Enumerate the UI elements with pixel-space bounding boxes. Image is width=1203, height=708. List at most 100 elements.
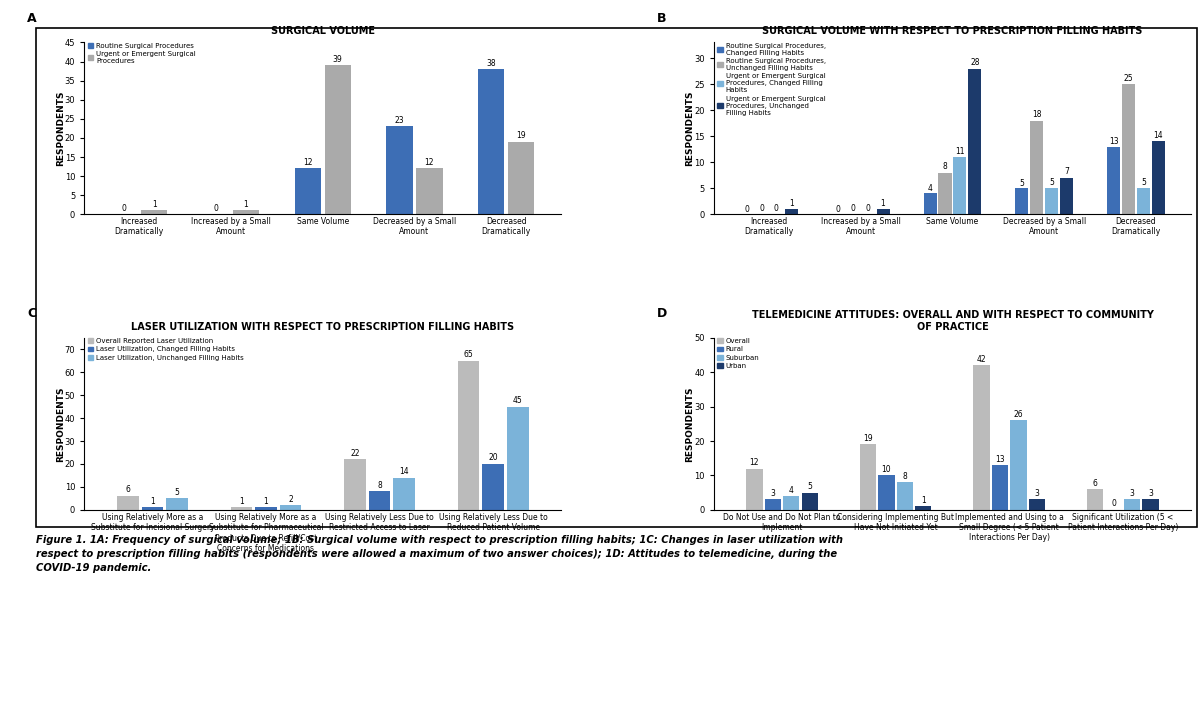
Bar [255, 508, 277, 510]
Text: 3: 3 [770, 489, 775, 498]
Y-axis label: RESPONDENTS: RESPONDENTS [55, 91, 65, 166]
Bar [783, 496, 800, 510]
Text: 18: 18 [1032, 110, 1042, 119]
Text: 0: 0 [122, 204, 126, 212]
Title: TELEMEDICINE ATTITUDES: OVERALL AND WITH RESPECT TO COMMUNITY
OF PRACTICE: TELEMEDICINE ATTITUDES: OVERALL AND WITH… [752, 310, 1154, 331]
Text: 1: 1 [789, 198, 794, 207]
Text: 13: 13 [1109, 137, 1119, 146]
Text: 4: 4 [928, 184, 932, 193]
Text: 65: 65 [463, 350, 473, 359]
Bar [924, 193, 937, 215]
Y-axis label: RESPONDENTS: RESPONDENTS [686, 91, 694, 166]
Bar [1088, 489, 1103, 510]
Bar [915, 506, 931, 510]
Bar [878, 475, 895, 510]
Text: 14: 14 [1154, 131, 1163, 140]
Text: 12: 12 [425, 158, 434, 167]
Title: SURGICAL VOLUME: SURGICAL VOLUME [271, 26, 375, 36]
Text: 14: 14 [399, 467, 409, 476]
Bar [765, 499, 781, 510]
Bar [784, 209, 798, 215]
Text: 5: 5 [1140, 178, 1145, 187]
Text: 12: 12 [303, 158, 313, 167]
Text: 5: 5 [1019, 178, 1024, 188]
Text: 5: 5 [174, 488, 179, 497]
Bar [117, 496, 138, 510]
Bar [368, 491, 390, 510]
Text: 23: 23 [395, 116, 404, 125]
Text: 1: 1 [263, 497, 268, 506]
Text: 26: 26 [1014, 410, 1024, 419]
Text: 2: 2 [289, 495, 292, 503]
Bar [142, 508, 164, 510]
Text: 1: 1 [881, 198, 885, 207]
Bar [860, 445, 876, 510]
Bar [344, 459, 366, 510]
Text: 19: 19 [864, 434, 873, 443]
Text: 1: 1 [243, 200, 248, 209]
Title: LASER UTILIZATION WITH RESPECT TO PRESCRIPTION FILLING HABITS: LASER UTILIZATION WITH RESPECT TO PRESCR… [131, 321, 515, 331]
Text: 0: 0 [866, 204, 871, 213]
Bar [231, 508, 253, 510]
Bar [1151, 142, 1165, 215]
Text: 3: 3 [1148, 489, 1152, 498]
Text: 0: 0 [774, 204, 778, 213]
Bar [877, 209, 890, 215]
Text: 6: 6 [125, 486, 130, 494]
Bar [1015, 188, 1029, 215]
Text: 5: 5 [1049, 178, 1054, 187]
Text: 1: 1 [239, 497, 244, 506]
Text: C: C [26, 307, 36, 320]
Text: 8: 8 [943, 162, 948, 171]
Bar [746, 469, 763, 510]
Text: 19: 19 [516, 131, 526, 140]
Bar [1045, 188, 1059, 215]
Text: 39: 39 [333, 55, 343, 64]
Bar [953, 157, 966, 215]
Bar [508, 142, 534, 215]
Text: 7: 7 [1065, 167, 1069, 176]
Legend: Routine Surgical Procedures,
Changed Filling Habits, Routine Surgical Procedures: Routine Surgical Procedures, Changed Fil… [717, 42, 825, 116]
Text: 28: 28 [970, 58, 979, 67]
Bar [973, 365, 990, 510]
Text: D: D [657, 307, 666, 320]
Text: 10: 10 [882, 465, 891, 474]
Legend: Routine Surgical Procedures, Urgent or Emergent Surgical
Procedures: Routine Surgical Procedures, Urgent or E… [88, 42, 196, 64]
Bar [1030, 120, 1043, 215]
Bar [1011, 421, 1026, 510]
Text: 1: 1 [150, 497, 155, 506]
Y-axis label: RESPONDENTS: RESPONDENTS [686, 386, 694, 462]
Bar [478, 69, 504, 215]
Text: 0: 0 [1112, 499, 1116, 508]
Bar [386, 127, 413, 215]
Text: 4: 4 [789, 486, 794, 494]
Bar [1029, 499, 1045, 510]
Text: 12: 12 [749, 458, 759, 467]
Text: 25: 25 [1124, 74, 1133, 83]
Bar [1107, 147, 1120, 215]
Text: 22: 22 [350, 449, 360, 458]
Bar [325, 65, 351, 215]
Bar [896, 482, 913, 510]
Text: 45: 45 [512, 396, 522, 405]
Text: 1: 1 [152, 200, 156, 209]
Y-axis label: RESPONDENTS: RESPONDENTS [55, 386, 65, 462]
Text: 20: 20 [488, 453, 498, 462]
Text: B: B [657, 11, 666, 25]
Bar [801, 493, 818, 510]
Text: 6: 6 [1092, 479, 1097, 488]
Bar [506, 406, 528, 510]
Legend: Overall Reported Laser Utilization, Laser Utilization, Changed Filling Habits, L: Overall Reported Laser Utilization, Lase… [88, 338, 244, 361]
Text: 0: 0 [214, 204, 219, 212]
Text: 38: 38 [486, 59, 496, 68]
Text: 1: 1 [921, 496, 926, 505]
Text: A: A [26, 11, 36, 25]
Text: 13: 13 [995, 455, 1005, 464]
Text: 0: 0 [745, 205, 749, 214]
Bar [1137, 188, 1150, 215]
Bar [938, 173, 952, 215]
Text: 42: 42 [977, 355, 986, 364]
Bar [295, 169, 321, 215]
Text: 5: 5 [807, 482, 812, 491]
Text: 11: 11 [955, 147, 965, 156]
